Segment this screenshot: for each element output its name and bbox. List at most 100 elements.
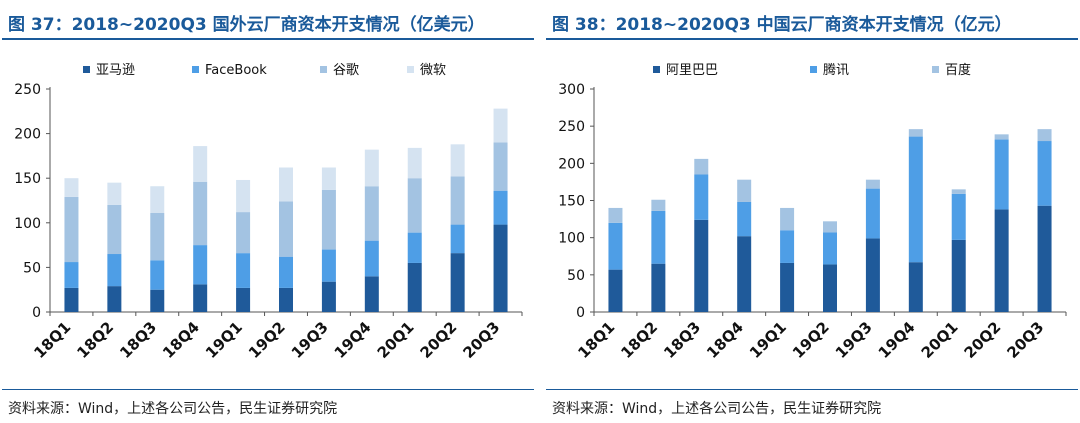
- x-tick-label: 19Q2: [789, 318, 833, 362]
- bar-segment: [908, 262, 923, 312]
- bar-segment: [493, 190, 508, 225]
- bar-segment: [150, 289, 165, 312]
- bar-segment: [608, 222, 623, 270]
- x-tick-label: 20Q3: [459, 318, 503, 362]
- bar-segment: [1037, 129, 1052, 142]
- bar-segment: [994, 209, 1009, 312]
- bar-segment: [994, 139, 1009, 210]
- y-tick-label: 250: [558, 119, 585, 135]
- bar-segment: [865, 188, 880, 239]
- y-tick-label: 300: [558, 82, 585, 98]
- bar-segment: [150, 186, 165, 213]
- x-tick-label: 19Q2: [245, 318, 289, 362]
- bar-segment: [651, 210, 666, 264]
- bar-segment: [321, 249, 336, 282]
- bar-segment: [407, 232, 422, 263]
- bar-segment: [951, 193, 966, 240]
- legend-label: FaceBook: [205, 63, 267, 78]
- x-tick-label: 20Q1: [918, 318, 962, 362]
- x-tick-label: 18Q3: [660, 318, 704, 362]
- bar-segment: [150, 212, 165, 261]
- x-tick-label: 19Q3: [288, 318, 332, 362]
- bar-segment: [737, 236, 752, 312]
- y-tick-label: 200: [14, 127, 41, 143]
- bar-segment: [279, 201, 293, 257]
- bar-segment: [279, 167, 293, 202]
- title-rule: [2, 38, 534, 40]
- bar-segment: [321, 281, 336, 312]
- source-rule: [546, 389, 1078, 390]
- x-tick-label: 18Q2: [73, 318, 117, 362]
- x-tick-label: 18Q4: [703, 318, 747, 362]
- bar-segment: [321, 189, 336, 250]
- bar-segment: [64, 287, 79, 312]
- x-tick-label: 18Q1: [574, 318, 618, 362]
- bar-segment: [1037, 141, 1052, 206]
- left-figure-panel: 图 37：2018~2020Q3 国外云厂商资本开支情况（亿美元） 亚马逊 Fac…: [2, 0, 534, 423]
- x-tick-label: 20Q2: [417, 318, 461, 362]
- bar-segment: [450, 224, 465, 254]
- bar-segment: [780, 207, 795, 231]
- bar-segment: [236, 287, 251, 312]
- x-tick-label: 18Q4: [159, 318, 203, 362]
- y-tick-label: 50: [567, 268, 585, 284]
- bar-segment: [823, 264, 837, 312]
- y-tick-label: 100: [14, 216, 41, 232]
- bar-segment: [407, 147, 422, 179]
- bar-segment: [193, 284, 208, 312]
- bar-segment: [279, 287, 293, 312]
- source-rule: [2, 389, 534, 390]
- y-tick-label: 150: [558, 194, 585, 210]
- bar-segment: [407, 262, 422, 312]
- bar-segment: [694, 219, 709, 312]
- source-note: 资料来源：Wind，上述各公司公告，民生证券研究院: [552, 401, 882, 417]
- x-tick-label: 19Q4: [875, 318, 919, 362]
- bar-segment: [780, 262, 795, 312]
- bar-segment: [1037, 205, 1052, 312]
- bar-segment: [865, 179, 880, 189]
- bar-segment: [450, 176, 465, 225]
- x-tick-label: 19Q4: [331, 318, 375, 362]
- legend-label: 谷歌: [333, 63, 359, 78]
- legend-label: 百度: [945, 62, 971, 78]
- x-tick-label: 20Q3: [1003, 318, 1047, 362]
- legend-swatch: [407, 66, 414, 73]
- legend-label: 阿里巴巴: [666, 63, 718, 78]
- title-rule: [546, 38, 1078, 40]
- bar-segment: [279, 256, 293, 288]
- bar-segment: [908, 129, 923, 137]
- y-tick-label: 0: [32, 305, 41, 321]
- bar-segment: [193, 146, 208, 182]
- bar-segment: [823, 232, 837, 265]
- bar-segment: [823, 221, 837, 233]
- source-note: 资料来源：Wind，上述各公司公告，民生证券研究院: [8, 401, 338, 417]
- bar-segment: [450, 253, 465, 312]
- legend-swatch: [320, 66, 327, 73]
- bar-segment: [951, 239, 966, 312]
- legend-label: 腾讯: [823, 62, 849, 78]
- bar-segment: [651, 199, 666, 211]
- figure-title: 图 38：2018~2020Q3 中国云厂商资本开支情况（亿元）: [552, 15, 1012, 35]
- bar-segment: [951, 189, 966, 194]
- bar-segment: [193, 181, 208, 246]
- bar-segment: [236, 179, 251, 213]
- bar-segment: [193, 245, 208, 285]
- legend-swatch: [653, 66, 660, 73]
- bar-segment: [236, 253, 251, 288]
- bar-segment: [107, 182, 122, 205]
- bar-segment: [364, 186, 379, 241]
- bar-segment: [450, 144, 465, 177]
- bar-segment: [107, 204, 122, 255]
- x-tick-label: 18Q2: [617, 318, 661, 362]
- bar-segment: [994, 134, 1009, 140]
- y-tick-label: 150: [14, 171, 41, 187]
- x-tick-label: 20Q1: [374, 318, 418, 362]
- y-tick-label: 200: [558, 156, 585, 172]
- x-tick-label: 19Q3: [832, 318, 876, 362]
- x-tick-label: 19Q1: [202, 318, 246, 362]
- bar-segment: [364, 240, 379, 277]
- bar-segment: [493, 142, 508, 191]
- bar-segment: [608, 207, 623, 223]
- bar-segment: [64, 196, 79, 263]
